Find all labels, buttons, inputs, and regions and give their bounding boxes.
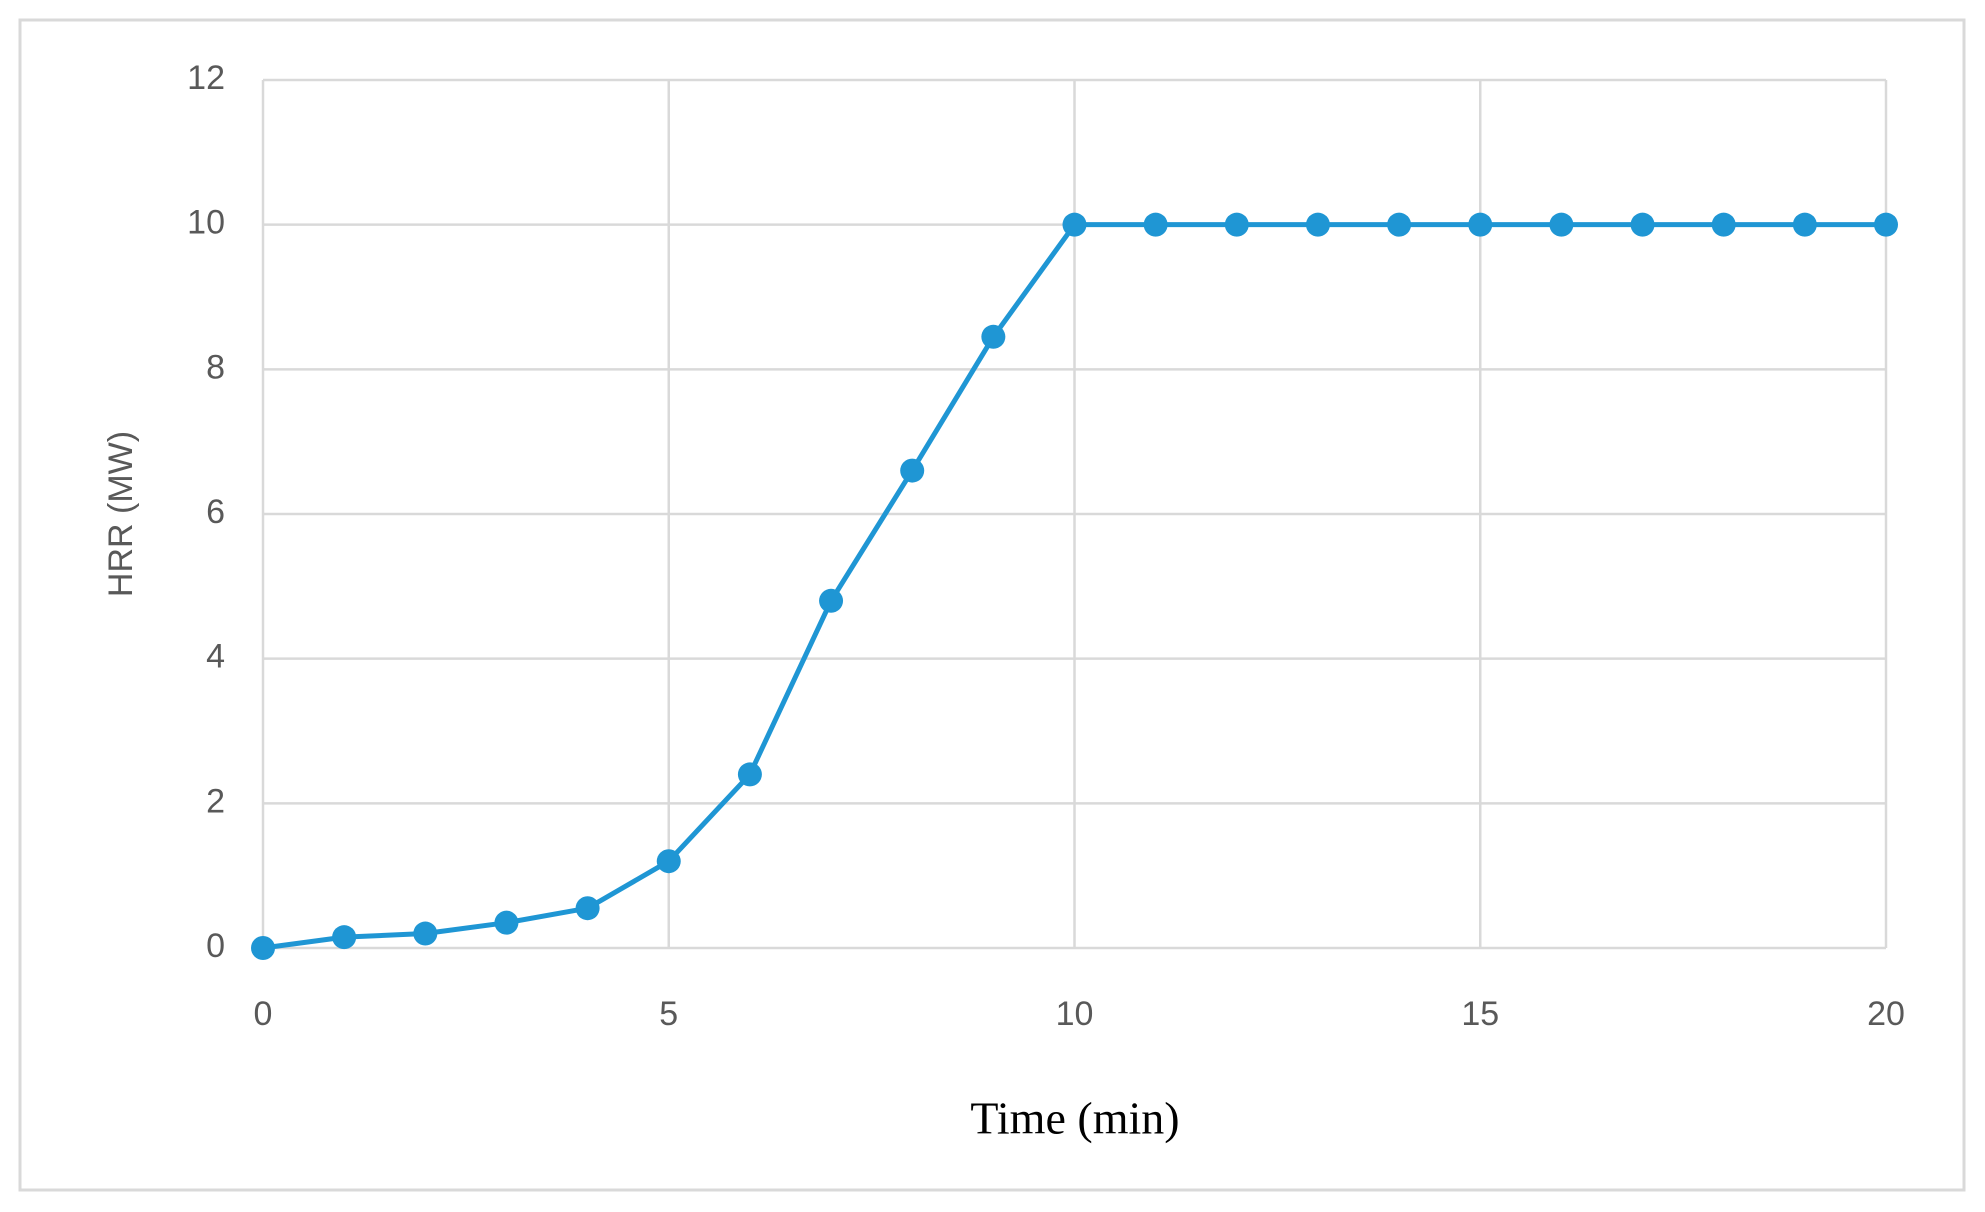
y-axis-label: HRR (MW) [102, 431, 140, 597]
x-tick-label: 0 [254, 995, 273, 1033]
x-tick-label: 20 [1867, 995, 1905, 1033]
point [1062, 212, 1087, 237]
point [1143, 212, 1168, 237]
x-tick-label: 5 [659, 995, 678, 1033]
point [1468, 212, 1493, 237]
point [1711, 212, 1736, 237]
y-tick-label: 0 [206, 927, 225, 965]
y-tick-label: 12 [187, 59, 225, 97]
y-tick-label: 2 [206, 782, 225, 820]
point [1549, 212, 1574, 237]
y-tick-label: 8 [206, 348, 225, 386]
point [1792, 212, 1817, 237]
point [1305, 212, 1330, 237]
point [1630, 212, 1655, 237]
point [251, 936, 275, 960]
point [819, 588, 844, 613]
x-tick-label: 10 [1056, 995, 1094, 1033]
x-axis-label: Time (min) [970, 1093, 1179, 1144]
plot [251, 212, 1898, 960]
x-tick-label: 15 [1461, 995, 1499, 1033]
point [494, 910, 519, 935]
point [981, 324, 1006, 349]
y-tick-label: 10 [187, 204, 225, 242]
point [413, 921, 438, 946]
point [900, 458, 925, 483]
point [575, 896, 600, 921]
point [1387, 212, 1412, 237]
chart-border [18, 18, 1966, 1192]
point [656, 849, 681, 874]
point [1224, 212, 1249, 237]
point [1874, 212, 1898, 237]
y-tick-label: 6 [206, 493, 225, 531]
point [737, 762, 762, 787]
y-tick-label: 4 [206, 638, 225, 676]
point [332, 925, 357, 950]
